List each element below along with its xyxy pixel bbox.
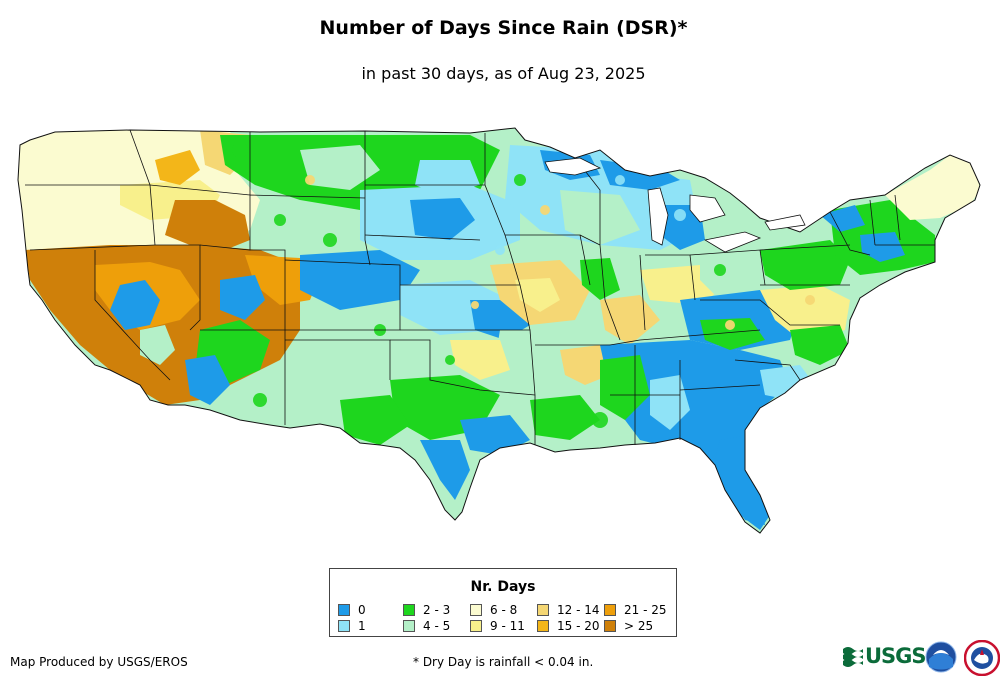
usgs-logo-icon: USGS [843,642,927,670]
legend-swatch-2 [403,604,415,616]
legend-item-3: 4 - 5 [403,619,450,633]
legend-item-1: 1 [338,619,366,633]
legend-label: 12 - 14 [557,603,600,617]
legend-swatch-4 [470,604,482,616]
legend-label: 2 - 3 [423,603,451,617]
legend-item-2: 2 - 3 [403,603,450,617]
legend-swatch-0 [338,604,350,616]
legend-item-9: > 25 [604,619,653,633]
producer-credit: Map Produced by USGS/EROS [10,655,188,669]
legend-swatch-5 [470,620,482,632]
usgs-wordmark: USGS [865,644,927,668]
legend-label: 21 - 25 [624,603,667,617]
legend-item-8: 21 - 25 [604,603,667,617]
legend-title: Nr. Days [470,579,536,595]
legend: Nr. Days 0 1 2 - 3 4 - 5 6 - 8 9 - 11 12… [329,568,677,637]
legend-label: 4 - 5 [423,619,451,633]
legend-item-0: 0 [338,603,366,617]
legend-label: 6 - 8 [490,603,518,617]
map-title: Number of Days Since Rain (DSR)* [319,17,688,39]
legend-label: > 25 [624,619,654,633]
legend-label: 1 [358,619,366,633]
dry-day-note: * Dry Day is rainfall < 0.04 in. [413,655,594,669]
legend-label: 0 [358,603,366,617]
legend-item-5: 9 - 11 [470,619,525,633]
legend-item-4: 6 - 8 [470,603,517,617]
legend-swatch-8 [604,604,616,616]
legend-swatch-1 [338,620,350,632]
map-subtitle: in past 30 days, as of Aug 23, 2025 [361,64,646,83]
legend-swatch-9 [604,620,616,632]
noaa-logo-icon [925,641,957,677]
legend-swatch-6 [537,604,549,616]
legend-item-6: 12 - 14 [537,603,600,617]
dsr-map [17,127,981,534]
usgs-wave-icon [843,647,863,667]
legend-swatch-3 [403,620,415,632]
legend-swatch-7 [537,620,549,632]
legend-label: 15 - 20 [557,619,600,633]
nws-logo-icon [963,639,1001,680]
legend-item-7: 15 - 20 [537,619,600,633]
legend-label: 9 - 11 [490,619,525,633]
